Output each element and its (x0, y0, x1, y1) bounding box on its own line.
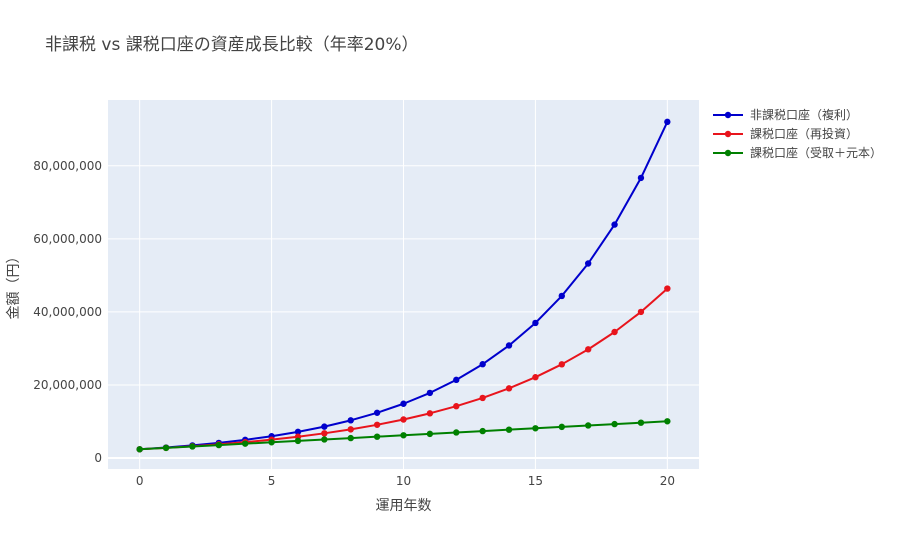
data-point (584, 422, 592, 429)
data-point (558, 292, 566, 300)
data-point (611, 328, 618, 336)
data-point (347, 426, 354, 433)
y-axis-label: 金額（円） (6, 250, 22, 320)
x-tick-label: 15 (528, 474, 543, 488)
data-point (294, 437, 302, 445)
chart-title: 非課税 vs 課税口座の資産成長比較（年率20%） (45, 35, 419, 55)
data-point (426, 430, 434, 438)
data-point (532, 319, 539, 327)
data-point (294, 428, 302, 436)
data-point (611, 420, 618, 428)
data-point (664, 418, 671, 425)
data-point (505, 385, 513, 392)
legend-marker (724, 111, 732, 119)
data-point (637, 419, 645, 426)
x-tick-label: 5 (268, 474, 276, 488)
data-point (479, 361, 486, 368)
legend[interactable]: 非課税口座（複利） 課税口座（再投資） 課税口座（受取＋元本） (713, 107, 882, 160)
y-tick-label: 0 (94, 451, 102, 465)
legend-item-3[interactable]: 課税口座（受取＋元本） (713, 145, 882, 160)
y-tick-label: 80,000,000 (33, 159, 102, 173)
legend-marker (724, 130, 732, 138)
x-axis-ticks: 0 5 10 15 20 (136, 474, 675, 488)
data-point (479, 427, 486, 435)
data-point (400, 416, 407, 423)
data-point (400, 432, 407, 439)
data-point (637, 308, 645, 316)
data-point (373, 409, 381, 416)
data-point (505, 342, 513, 349)
data-point (453, 376, 460, 384)
y-tick-label: 60,000,000 (33, 232, 102, 246)
data-point (162, 444, 170, 452)
x-axis-label: 運用年数 (376, 498, 432, 514)
data-point (136, 446, 143, 453)
data-point (505, 426, 513, 433)
data-point (321, 423, 328, 430)
data-point (189, 443, 196, 450)
legend-item-2[interactable]: 課税口座（再投資） (713, 126, 858, 141)
data-point (611, 221, 618, 228)
data-point (321, 430, 328, 437)
x-tick-label: 0 (136, 474, 144, 488)
series-1 (136, 118, 671, 453)
data-point (347, 417, 354, 424)
legend-label: 課税口座（受取＋元本） (750, 145, 882, 160)
data-point (584, 346, 592, 353)
data-point (426, 410, 434, 417)
data-point (453, 429, 460, 436)
data-point (664, 118, 671, 126)
legend-label: 課税口座（再投資） (750, 126, 858, 141)
data-point (268, 439, 275, 446)
grid-lines (108, 100, 699, 469)
x-tick-label: 20 (660, 474, 675, 488)
data-point (584, 260, 592, 267)
data-point (347, 434, 354, 442)
data-point (479, 394, 486, 402)
data-point (241, 440, 249, 447)
legend-marker (724, 149, 732, 157)
series-3 (136, 418, 671, 453)
y-tick-label: 40,000,000 (33, 305, 102, 319)
legend-item-1[interactable]: 非課税口座（複利） (713, 107, 858, 122)
data-point (373, 433, 381, 440)
legend-label: 非課税口座（複利） (750, 107, 858, 122)
data-point (637, 174, 645, 182)
data-point (215, 441, 223, 449)
y-axis-ticks: 0 20,000,000 40,000,000 60,000,000 80,000,00… (33, 159, 102, 465)
data-point (532, 374, 539, 381)
series-group (136, 118, 671, 453)
x-tick-label: 10 (396, 474, 411, 488)
y-tick-label: 20,000,000 (33, 378, 102, 392)
data-point (558, 423, 566, 431)
data-point (321, 436, 328, 443)
data-point (558, 361, 566, 368)
data-point (532, 425, 539, 432)
data-point (373, 421, 381, 428)
data-point (664, 285, 671, 292)
data-point (426, 389, 434, 397)
data-point (453, 403, 460, 410)
data-point (400, 400, 407, 407)
